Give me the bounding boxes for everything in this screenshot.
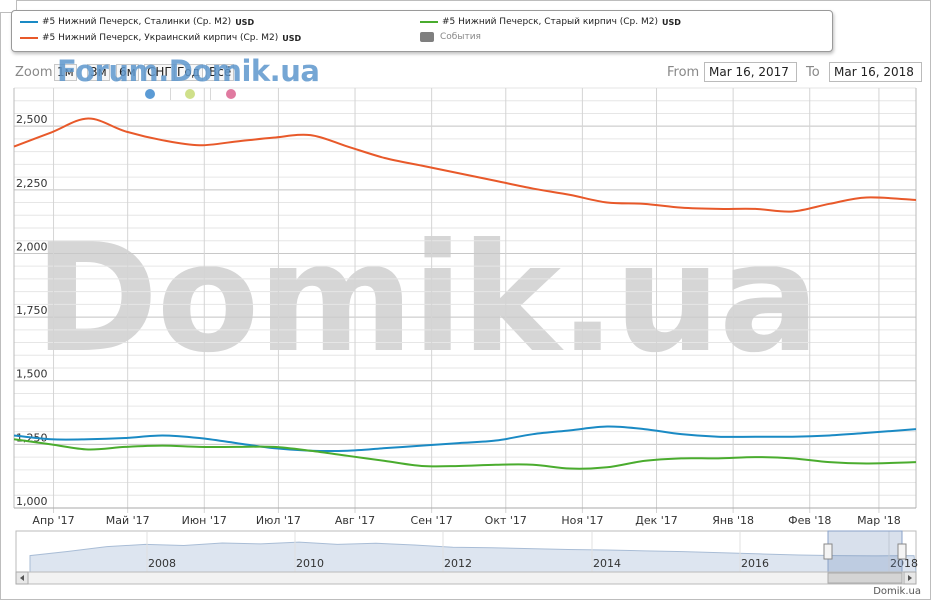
events-swatch-icon xyxy=(420,32,434,42)
navigator-right-handle[interactable] xyxy=(897,543,907,560)
x-tick-label: Июн '17 xyxy=(182,514,227,527)
x-tick-label: Дек '17 xyxy=(635,514,678,527)
x-tick-label: Июл '17 xyxy=(256,514,301,527)
x-tick-label: Фев '18 xyxy=(788,514,831,527)
legend-item-stary-kirpich[interactable]: #5 Нижний Печерск, Старый кирпич (Ср. М2… xyxy=(420,17,681,27)
zoom-ytd-button[interactable]: СНГ xyxy=(144,64,175,81)
zoom-6m-button[interactable]: 6м xyxy=(116,64,139,81)
event-dot-blue[interactable] xyxy=(145,89,155,99)
legend-item-stalinki[interactable]: #5 Нижний Печерск, Сталинки (Ср. М2) USD xyxy=(20,17,254,27)
legend-label-events: События xyxy=(440,32,481,42)
zoom-all-button[interactable]: Всё xyxy=(206,64,235,81)
to-date-input[interactable]: Mar 16, 2018 xyxy=(829,62,922,82)
legend-item-ukr-kirpich[interactable]: #5 Нижний Печерск, Украинский кирпич (Ср… xyxy=(20,33,301,43)
to-label: To xyxy=(806,65,820,80)
x-tick-label: Май '17 xyxy=(106,514,150,527)
zoom-label: Zoom xyxy=(15,65,53,80)
series-line-ukr-kirpich xyxy=(13,117,917,213)
legend-unit-stalinki: USD xyxy=(235,17,255,27)
zoom-3m-button[interactable]: 3м xyxy=(87,64,110,81)
arrow-right-icon xyxy=(908,575,912,581)
legend: #5 Нижний Печерск, Сталинки (Ср. М2) USD… xyxy=(11,10,833,52)
zoom-1m-button[interactable]: 1м xyxy=(54,64,77,81)
arrow-left-icon xyxy=(20,575,24,581)
forum-watermark: Forum.Domik.ua xyxy=(57,54,320,88)
legend-unit-ukr-kirpich: USD xyxy=(282,33,302,43)
event-dot-pink[interactable] xyxy=(226,89,236,99)
domik-credit: Domik.ua xyxy=(873,586,921,597)
event-separator xyxy=(210,88,211,100)
y-tick-label: 1,750 xyxy=(16,304,48,317)
y-tick-label: 1,500 xyxy=(16,368,48,381)
x-tick-label: Сен '17 xyxy=(411,514,453,527)
navigator-year-label: 2018 xyxy=(890,557,918,570)
x-tick-label: Мар '18 xyxy=(857,514,901,527)
navigator-year-label: 2008 xyxy=(148,557,176,570)
zoom-1y-button[interactable]: Год xyxy=(174,64,203,81)
navigator-year-label: 2012 xyxy=(444,557,472,570)
x-tick-label: Окт '17 xyxy=(485,514,527,527)
navigator-selection xyxy=(827,530,903,573)
x-tick-label: Апр '17 xyxy=(32,514,74,527)
navigator-year-label: 2016 xyxy=(741,557,769,570)
scrollbar-track xyxy=(15,571,917,585)
legend-swatch-stalinki xyxy=(20,21,38,23)
y-tick-label: 1,000 xyxy=(16,495,48,508)
legend-swatch-ukr-kirpich xyxy=(20,37,38,39)
corner-tab xyxy=(0,0,17,13)
scrollbar-thumb[interactable] xyxy=(827,572,903,584)
event-separator xyxy=(170,88,171,100)
legend-label-stary-kirpich: #5 Нижний Печерск, Старый кирпич (Ср. М2… xyxy=(442,17,658,27)
legend-label-ukr-kirpich: #5 Нижний Печерск, Украинский кирпич (Ср… xyxy=(42,33,279,43)
legend-label-stalinki: #5 Нижний Печерск, Сталинки (Ср. М2) xyxy=(42,17,232,27)
navigator-year-label: 2014 xyxy=(593,557,621,570)
navigator-left-handle[interactable] xyxy=(823,543,833,560)
x-tick-label: Авг '17 xyxy=(335,514,375,527)
y-tick-label: 2,500 xyxy=(16,113,48,126)
y-tick-label: 2,250 xyxy=(16,177,48,190)
event-dot-green[interactable] xyxy=(185,89,195,99)
series-line-stalinki xyxy=(13,425,917,453)
x-tick-label: Ноя '17 xyxy=(561,514,603,527)
legend-unit-stary-kirpich: USD xyxy=(662,17,681,27)
from-date-input[interactable]: Mar 16, 2017 xyxy=(704,62,797,82)
from-label: From xyxy=(667,65,700,80)
legend-item-events[interactable]: События xyxy=(420,32,481,42)
x-tick-label: Янв '18 xyxy=(712,514,754,527)
legend-swatch-stary-kirpich xyxy=(420,21,438,23)
series-line-stary-kirpich xyxy=(13,438,917,470)
navigator-year-label: 2010 xyxy=(296,557,324,570)
y-tick-label: 2,000 xyxy=(16,240,48,253)
